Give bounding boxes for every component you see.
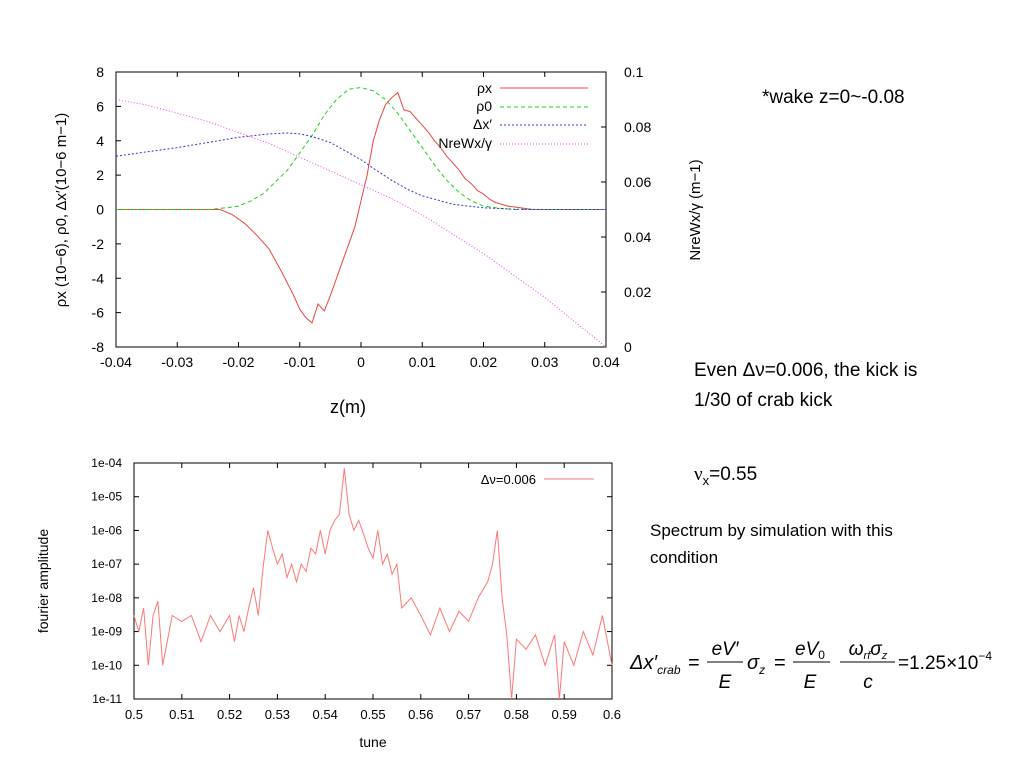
series-rho-0: [116, 86, 606, 210]
eq-frac1-num: eV′: [712, 639, 740, 660]
tune-note-sub: x: [702, 472, 710, 488]
chart2-legend: Δν=0.006: [481, 472, 594, 487]
legend-label-delta-x: Δx′: [473, 116, 492, 132]
chart2-x-tick-label: 0.5: [125, 707, 143, 722]
series-wake: [115, 99, 607, 348]
chart1-x-tick-label: -0.03: [161, 354, 193, 370]
chart1-x-tick-label: -0.04: [100, 354, 132, 370]
chart2-y-tick-label: 1e-11: [92, 692, 122, 706]
crab-kick-equation: Δx′crab = eV′ E σz = eV0 E ωrfσz c =1.25…: [629, 639, 992, 693]
chart2-y-tick-label: 1e-07: [91, 557, 122, 571]
chart1-y-tick-label-right: 0.06: [624, 174, 651, 190]
chart2-y-tick-label: 1e-10: [91, 658, 122, 672]
chart1-y-tick-label-left: 8: [96, 64, 104, 80]
legend-label-rho-x: ρx: [477, 80, 492, 96]
chart2-x-tick-label: 0.58: [504, 707, 529, 722]
chart1-legend: ρx ρ0 Δx′ NreWx/γ: [438, 80, 588, 151]
chart1-y-tick-label-left: 4: [96, 133, 104, 149]
chart2-y-tick-label: 1e-06: [91, 523, 122, 537]
chart1-x-tick-label: -0.01: [284, 354, 316, 370]
eq-frac3-den: c: [863, 672, 873, 693]
chart2-y-axis-label: fourier amplitude: [35, 529, 51, 633]
chart1-y-tick-label-left: -8: [92, 339, 105, 355]
chart1-y-tick-label-left: -2: [92, 236, 105, 252]
chart1-y-tick-label-left: 6: [96, 98, 104, 114]
spectrum-note-line1: Spectrum by simulation with this: [650, 521, 893, 540]
series-delta-x: [115, 132, 606, 210]
chart1-y-tick-label-right: 0.02: [624, 284, 651, 300]
chart1-x-tick-label: 0.01: [409, 354, 436, 370]
chart2-y-tick-label: 1e-05: [91, 490, 122, 504]
chart2-x-tick-label: 0.51: [169, 707, 194, 722]
chart2-x-tick-label: 0.56: [408, 707, 433, 722]
kick-note-line1: Even Δν=0.006, the kick is: [694, 360, 918, 381]
eq-lhs: Δx′crab: [629, 652, 681, 677]
chart2-y-tick-label: 1e-09: [91, 625, 122, 639]
chart2-y-tick-label: 1e-08: [91, 591, 122, 605]
chart1-y-axis-label-left: ρx (10−6), ρ0, Δx′(10−6 m−1): [53, 113, 70, 308]
chart1-y-tick-label-left: -4: [92, 270, 105, 286]
chart1-y-axis-label-right: NreWx/γ (m−1): [687, 159, 704, 260]
chart2-frame: [133, 462, 613, 700]
legend-label-wake: NreWx/γ: [438, 135, 492, 151]
eq-equals-1: =: [688, 652, 700, 674]
tune-note: νx=0.55: [694, 464, 757, 488]
chart2-y-tick-label: 1e-04: [91, 456, 122, 470]
chart1-x-tick-label: 0.04: [592, 354, 619, 370]
eq-frac2-num: eV0: [795, 639, 825, 662]
chart1-y-tick-label-right: 0.1: [624, 64, 644, 80]
series-dnu-spectrum: [133, 468, 613, 700]
chart2-x-tick-label: 0.59: [552, 707, 577, 722]
chart2-x-tick-label: 0.55: [360, 707, 385, 722]
eq-sigma: σz: [747, 652, 765, 677]
chart1-x-axis-label: z(m): [330, 397, 366, 417]
chart2-x-axis-label: tune: [359, 734, 386, 750]
chart2-x-tick-label: 0.57: [456, 707, 481, 722]
chart2-x-tick-label: 0.52: [217, 707, 242, 722]
chart1-y-tick-label-left: 2: [96, 167, 104, 183]
chart1-x-tick-label: 0.02: [470, 354, 497, 370]
chart1-y-tick-label-left: -6: [92, 305, 105, 321]
chart1-y-tick-label-right: 0: [624, 339, 632, 355]
eq-frac2-den: E: [804, 672, 817, 693]
eq-result: =1.25×10−4: [898, 649, 992, 674]
tune-note-value: =0.55: [709, 464, 758, 485]
chart1-y-tick-label-left: 0: [96, 202, 104, 218]
legend-label-rho-0: ρ0: [476, 98, 492, 114]
kick-note-line2: 1/30 of crab kick: [694, 390, 833, 411]
chart2-x-tick-label: 0.54: [313, 707, 338, 722]
chart2-x-tick-label: 0.6: [603, 707, 621, 722]
chart2-x-tick-label: 0.53: [265, 707, 290, 722]
chart1-y-tick-label-right: 0.04: [624, 229, 651, 245]
legend-label-dnu: Δν=0.006: [481, 472, 536, 487]
series-rho-x: [116, 91, 606, 324]
chart1-x-tick-label: 0.03: [531, 354, 558, 370]
eq-equals-2: =: [774, 652, 786, 674]
spectrum-note-line2: condition: [650, 548, 719, 567]
eq-frac1-den: E: [719, 672, 732, 693]
chart1-x-tick-label: -0.02: [223, 354, 255, 370]
tune-note-symbol: ν: [694, 464, 703, 485]
wake-note: *wake z=0~-0.08: [762, 87, 905, 108]
eq-frac3-num: ωrfσz: [849, 639, 888, 662]
chart1-x-tick-label: 0: [357, 354, 365, 370]
chart1-y-tick-label-right: 0.08: [624, 119, 651, 135]
